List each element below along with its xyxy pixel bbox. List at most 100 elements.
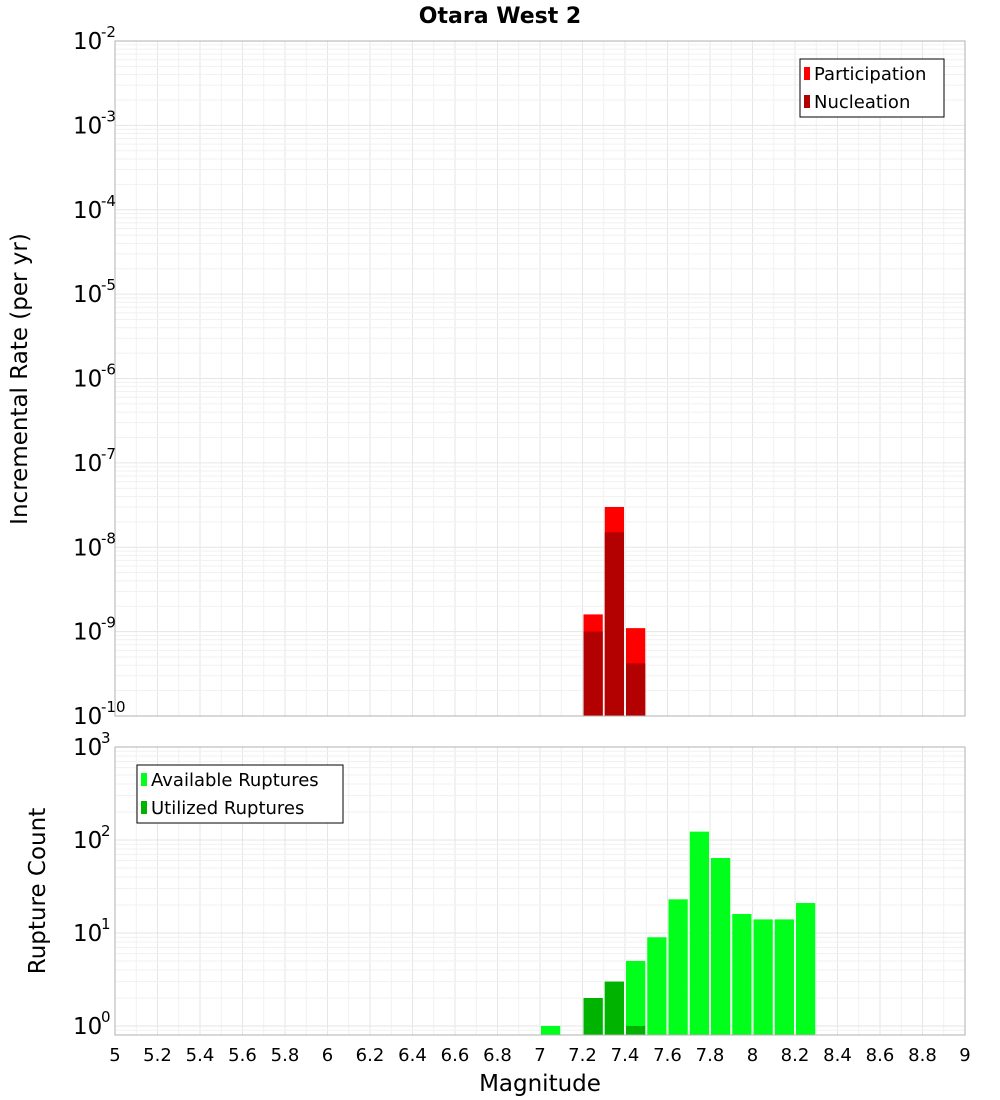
rupture-count-panel-y-axis-label: Rupture Count [25, 808, 51, 974]
rate-y-tick-base: 10 [73, 535, 102, 561]
available-ruptures-bar [541, 1025, 561, 1035]
x-tick-label: 6 [322, 1045, 333, 1066]
x-tick-label: 8.8 [908, 1045, 937, 1066]
x-tick-label: 6.6 [441, 1045, 470, 1066]
available-ruptures-legend-label: Available Ruptures [151, 770, 319, 791]
rate-y-tick-label: 10-6 [73, 361, 116, 393]
rupture-count-y-tick-base: 10 [73, 828, 102, 854]
nucleation-legend-label: Nucleation [814, 92, 910, 113]
x-tick-label: 7.6 [653, 1045, 682, 1066]
utilized-ruptures-legend-label: Utilized Ruptures [151, 798, 304, 819]
nucleation-bar [626, 663, 646, 716]
x-tick-label: 7.8 [696, 1045, 725, 1066]
rate-y-tick-exponent: -10 [101, 698, 126, 716]
rate-panel-grid [114, 40, 966, 717]
x-tick-label: 7.4 [611, 1045, 640, 1066]
rupture-count-y-tick-label: 102 [73, 822, 111, 854]
x-tick-label: 7 [534, 1045, 545, 1066]
available-ruptures-bar [647, 937, 667, 1035]
rupture-count-y-tick-exponent: 2 [101, 822, 111, 840]
rupture-count-panel-legend: Available Ruptures Utilized Ruptures [136, 764, 344, 824]
nucleation-bar [583, 631, 603, 716]
rate-y-tick-exponent: -4 [101, 192, 116, 210]
utilized-ruptures-legend-swatch [141, 801, 147, 814]
x-tick-label: 6.8 [483, 1045, 512, 1066]
x-tick-label: 8 [747, 1045, 758, 1066]
rupture-count-y-tick-label: 101 [73, 915, 111, 947]
rate-y-tick-exponent: -2 [101, 23, 116, 41]
rate-y-tick-label: 10-10 [73, 698, 126, 730]
chart-title: Otara West 2 [419, 4, 581, 29]
participation-legend-swatch [804, 67, 810, 80]
rate-panel-legend: Participation Nucleation [799, 58, 945, 118]
available-ruptures-legend-swatch [141, 773, 147, 786]
rate-y-tick-label: 10-4 [73, 192, 116, 224]
x-tick-label: 5.6 [228, 1045, 257, 1066]
rate-y-tick-exponent: -6 [101, 361, 116, 379]
nucleation-legend-swatch [804, 95, 810, 108]
utilized-ruptures-bar [583, 997, 603, 1035]
available-ruptures-bar [668, 899, 688, 1035]
rupture-count-y-tick-label: 100 [73, 1008, 111, 1040]
utilized-ruptures-bar [626, 1025, 646, 1035]
rupture-count-y-tick-label: 103 [73, 729, 111, 761]
x-tick-label: 8.4 [823, 1045, 852, 1066]
rate-y-tick-base: 10 [73, 620, 102, 646]
rate-y-tick-exponent: -7 [101, 445, 116, 463]
available-ruptures-bar [796, 903, 816, 1035]
rate-y-tick-label: 10-7 [73, 445, 116, 477]
rupture-count-y-tick-exponent: 0 [101, 1008, 111, 1026]
rupture-count-y-tick-base: 10 [73, 1014, 102, 1040]
rupture-count-panel-frame [114, 746, 966, 1036]
x-tick-label: 6.2 [356, 1045, 385, 1066]
rate-y-tick-label: 10-8 [73, 529, 116, 561]
rate-y-tick-label: 10-3 [73, 107, 116, 139]
x-axis-label: Magnitude [479, 1071, 601, 1097]
rate-y-tick-base: 10 [73, 367, 102, 393]
rate-y-tick-exponent: -8 [101, 529, 116, 547]
rate-panel-y-axis-label: Incremental Rate (per yr) [7, 233, 33, 525]
rate-y-tick-exponent: -9 [101, 614, 116, 632]
nucleation-bar [604, 532, 624, 716]
rate-y-tick-exponent: -3 [101, 107, 116, 125]
rupture-count-legend-box [136, 764, 344, 824]
rate-legend-box [799, 58, 945, 118]
rate-y-tick-exponent: -5 [101, 276, 116, 294]
x-tick-label: 6.4 [398, 1045, 427, 1066]
rate-y-tick-label: 10-9 [73, 614, 116, 646]
rate-y-tick-base: 10 [73, 704, 102, 730]
x-tick-label: 9 [959, 1045, 970, 1066]
x-tick-label: 5.8 [271, 1045, 300, 1066]
available-ruptures-bar [711, 858, 731, 1035]
x-tick-label: 8.2 [781, 1045, 810, 1066]
rupture-count-panel-bars [541, 831, 816, 1035]
available-ruptures-bar [689, 831, 709, 1035]
x-axis-ticks: 5 5.2 5.4 5.6 5.8 6 6.2 6.4 6.6 6.8 7 7.2 7.4 7.6 7.8 8… [109, 1045, 970, 1066]
rate-panel-frame [114, 40, 966, 717]
rupture-count-y-tick-exponent: 3 [101, 729, 111, 747]
rupture-count-y-tick-exponent: 1 [101, 915, 111, 933]
x-tick-label: 7.2 [568, 1045, 597, 1066]
rate-y-tick-base: 10 [73, 113, 102, 139]
rate-y-tick-base: 10 [73, 29, 102, 55]
rupture-count-y-tick-base: 10 [73, 921, 102, 947]
x-tick-label: 5 [109, 1045, 120, 1066]
x-tick-label: 5.4 [186, 1045, 215, 1066]
rate-y-tick-base: 10 [73, 451, 102, 477]
x-tick-label: 5.2 [143, 1045, 172, 1066]
rate-panel-bars [583, 506, 646, 716]
rate-y-tick-base: 10 [73, 198, 102, 224]
rate-y-tick-base: 10 [73, 282, 102, 308]
rupture-count-y-tick-base: 10 [73, 735, 102, 761]
rate-y-tick-label: 10-5 [73, 276, 116, 308]
available-ruptures-bar [626, 960, 646, 1035]
available-ruptures-bar [774, 919, 794, 1035]
x-tick-label: 8.6 [866, 1045, 895, 1066]
available-ruptures-bar [753, 919, 773, 1035]
rate-y-tick-label: 10-2 [73, 23, 116, 55]
